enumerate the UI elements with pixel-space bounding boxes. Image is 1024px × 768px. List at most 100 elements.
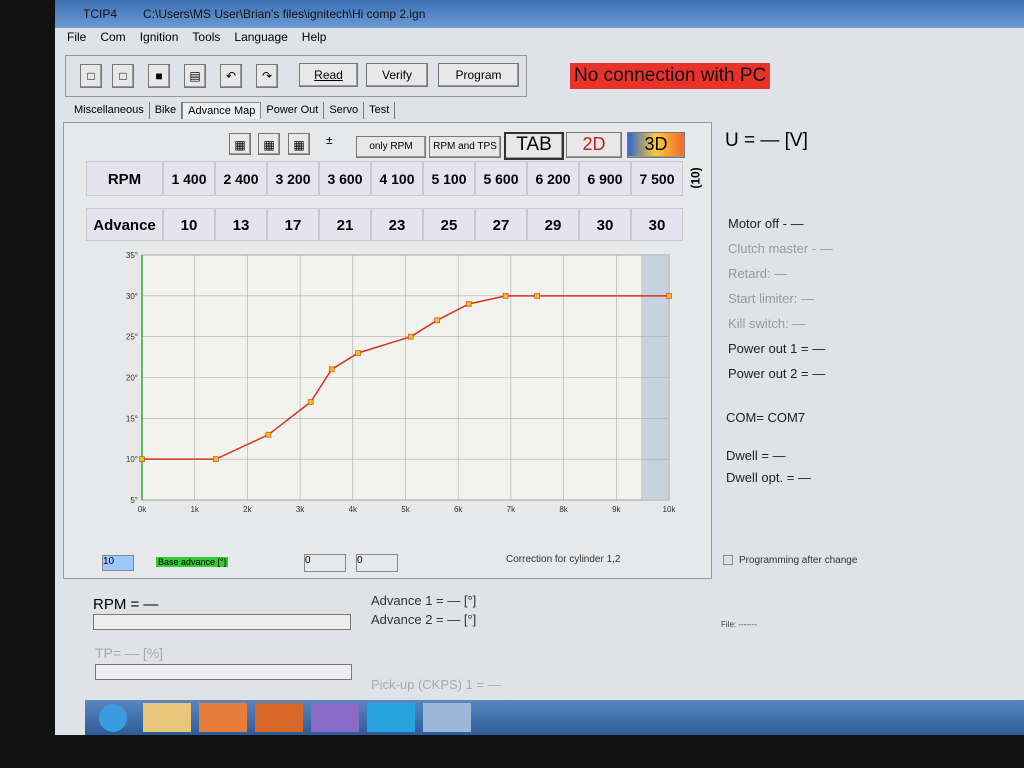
advance1: Advance 1 = — [°] bbox=[371, 593, 477, 608]
map-point[interactable] bbox=[465, 301, 472, 307]
x-tick-label: 5k bbox=[401, 505, 410, 514]
pickup: Pick-up (CKPS) 1 = — bbox=[371, 677, 501, 692]
tp-bar bbox=[95, 664, 352, 680]
copy-button[interactable]: ▦ bbox=[229, 133, 251, 155]
advance-cell: 10 bbox=[163, 208, 215, 241]
x-tick-label: 7k bbox=[507, 505, 516, 514]
rpm-cell: 6 900 bbox=[579, 161, 631, 196]
x-tick-label: 8k bbox=[559, 505, 568, 514]
map-point[interactable] bbox=[139, 456, 145, 462]
redo-button[interactable]: ↷ bbox=[256, 64, 278, 88]
menu-item[interactable]: Com bbox=[100, 30, 126, 44]
taskbar-app[interactable] bbox=[199, 703, 247, 732]
open-button[interactable]: □ bbox=[112, 64, 134, 88]
menu-item[interactable]: Language bbox=[234, 30, 288, 44]
rpm-tps-button[interactable]: RPM and TPS bbox=[429, 136, 501, 158]
taskbar-app[interactable] bbox=[367, 703, 415, 732]
only-rpm-button[interactable]: only RPM bbox=[356, 136, 426, 158]
menu-item[interactable]: Tools bbox=[192, 30, 221, 44]
spin-input[interactable]: 0 bbox=[356, 554, 398, 572]
rpm-cell: 2 400 bbox=[215, 161, 267, 196]
map-point[interactable] bbox=[434, 317, 440, 324]
map-point[interactable] bbox=[502, 293, 509, 299]
y-tick-label: 20° bbox=[126, 374, 138, 383]
advance-line bbox=[142, 295, 669, 460]
y-tick-label: 15° bbox=[126, 414, 138, 423]
advance-map-panel: ▦ ▦ ▦ ± only RPM RPM and TPS TAB 2D 3D R… bbox=[63, 122, 712, 579]
advance-cell: 23 bbox=[371, 208, 423, 241]
status-item: Retard: — bbox=[728, 266, 788, 281]
menu-item[interactable]: Ignition bbox=[139, 30, 179, 44]
programming-label: Programming after change bbox=[739, 555, 858, 566]
advance-cell: 27 bbox=[475, 208, 527, 241]
map-point[interactable] bbox=[212, 456, 219, 462]
rpm-cell: 3 200 bbox=[267, 161, 319, 196]
map-point[interactable] bbox=[328, 366, 335, 373]
rpm-cell: 1 400 bbox=[163, 161, 215, 196]
tab[interactable]: Test bbox=[364, 102, 396, 119]
rpm-bar bbox=[93, 614, 351, 630]
correction-label: Correction for cylinder 1,2 bbox=[506, 554, 621, 565]
checkbox[interactable] bbox=[723, 555, 733, 565]
window: TCIP4 C:\Users\MS User\Brian's files\ign… bbox=[55, 0, 1024, 735]
file-path: C:\Users\MS User\Brian's files\ignitech\… bbox=[143, 7, 426, 21]
map-point[interactable] bbox=[666, 293, 672, 299]
map-point[interactable] bbox=[534, 293, 541, 299]
save-button[interactable]: ■ bbox=[148, 64, 170, 88]
new-button[interactable]: □ bbox=[80, 64, 102, 88]
x-tick-label: 3k bbox=[296, 505, 305, 514]
base-advance-input[interactable]: 10 bbox=[102, 555, 134, 571]
view-2d-button[interactable]: 2D bbox=[566, 132, 622, 158]
y-tick-label: 25° bbox=[126, 333, 138, 342]
y-tick-label: 30° bbox=[126, 292, 138, 301]
map-point[interactable] bbox=[355, 350, 361, 356]
view-3d-button[interactable]: 3D bbox=[627, 132, 685, 158]
start-button[interactable] bbox=[99, 704, 127, 732]
status-item: Power out 2 = — bbox=[728, 366, 826, 381]
clipboard-button[interactable]: ▦ bbox=[288, 133, 310, 155]
menu-bar: File Com Ignition Tools Language Help bbox=[55, 30, 1024, 48]
x-tick-label: 0k bbox=[138, 505, 147, 514]
row-label: RPM bbox=[86, 161, 163, 196]
map-point[interactable] bbox=[407, 333, 414, 340]
rpm-cell: 5 100 bbox=[423, 161, 475, 196]
status-item: Power out 1 = — bbox=[728, 341, 826, 356]
status-item: Clutch master - — bbox=[728, 241, 833, 256]
map-point[interactable] bbox=[307, 399, 314, 405]
menu-item[interactable]: Help bbox=[301, 30, 327, 44]
y-tick-label: 10° bbox=[126, 455, 138, 464]
taskbar-app[interactable] bbox=[255, 703, 303, 732]
advance-cell: 25 bbox=[423, 208, 475, 241]
tab[interactable]: Power Out bbox=[261, 102, 325, 119]
dwell-opt: Dwell opt. = — bbox=[726, 470, 811, 485]
map-point[interactable] bbox=[265, 431, 272, 438]
com-port: COM= COM7 bbox=[726, 410, 806, 425]
taskbar-app[interactable] bbox=[143, 703, 191, 732]
tab[interactable]: Advance Map bbox=[182, 102, 262, 119]
tp-readout: TP= — [%] bbox=[95, 645, 164, 661]
taskbar bbox=[85, 700, 1024, 735]
tab[interactable]: Servo bbox=[324, 102, 365, 119]
taskbar-app[interactable] bbox=[423, 703, 471, 732]
taskbar-app[interactable] bbox=[311, 703, 359, 732]
tab-bar: Miscellaneous Bike Advance Map Power Out Ser… bbox=[69, 102, 396, 119]
tab-view-button[interactable]: TAB bbox=[504, 132, 564, 160]
tab[interactable]: Bike bbox=[150, 102, 183, 119]
x-tick-label: 4k bbox=[349, 505, 358, 514]
read-button[interactable]: Read bbox=[299, 63, 358, 87]
paste-button[interactable]: ▦ bbox=[258, 133, 280, 155]
connection-status: No connection with PC bbox=[570, 63, 771, 89]
undo-button[interactable]: ↶ bbox=[220, 64, 242, 88]
status-list: Motor off - — Clutch master - — Retard: — S… bbox=[728, 216, 833, 391]
column-count: (10) bbox=[688, 167, 703, 189]
menu-item[interactable]: File bbox=[67, 30, 87, 44]
verify-button[interactable]: Verify bbox=[366, 63, 428, 87]
dwell: Dwell = — bbox=[726, 448, 786, 463]
advance-cell: 13 bbox=[215, 208, 267, 241]
print-button[interactable]: ▤ bbox=[184, 64, 206, 88]
voltage: U = — [V] bbox=[725, 130, 808, 151]
program-button[interactable]: Program bbox=[438, 63, 519, 87]
tab[interactable]: Miscellaneous bbox=[69, 102, 150, 119]
spin-input[interactable]: 0 bbox=[304, 554, 346, 572]
base-advance-label: Base advance [°] bbox=[156, 557, 229, 567]
